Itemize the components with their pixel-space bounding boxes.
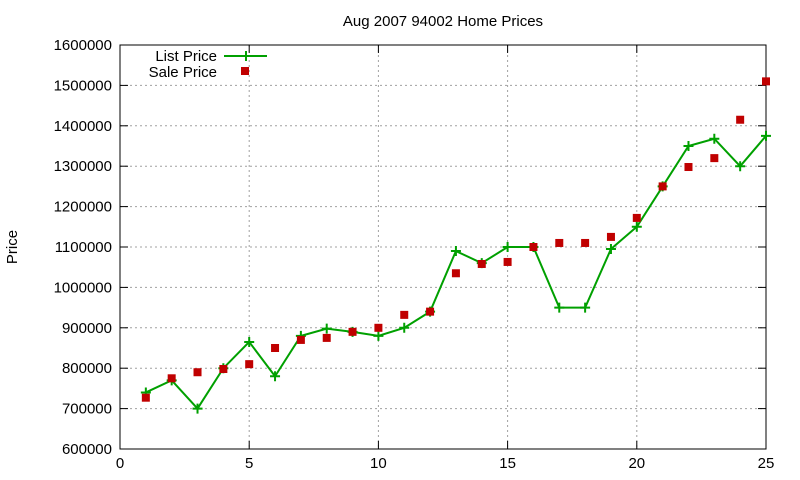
sale-price-point: [555, 238, 564, 247]
list-price-point: [735, 161, 746, 172]
list-price-point: [683, 141, 694, 151]
list-price-point: [580, 302, 591, 313]
x-tick-label: 10: [370, 455, 387, 472]
list-price-point: [450, 246, 461, 257]
x-tick-label: 15: [499, 455, 516, 472]
list-price-point: [244, 336, 255, 347]
sale-price-point: [606, 232, 615, 241]
y-tick-label: 800000: [62, 360, 112, 377]
y-tick-label: 1000000: [54, 279, 112, 296]
sale-price-point: [451, 269, 460, 278]
sale-price-point: [141, 393, 150, 402]
series-layer: [140, 77, 771, 414]
sale-price-point: [684, 163, 693, 172]
list-price-point: [502, 242, 513, 252]
sale-price-point: [529, 243, 538, 251]
y-axis-title: Price: [4, 230, 21, 264]
sale-price-point: [193, 368, 202, 377]
sale-price-point: [167, 374, 176, 383]
axis-ticks: 600000 700000 800000 900000 1000000 1100000 12…: [54, 37, 775, 472]
legend-label-sale-price: Sale Price: [149, 64, 217, 81]
sale-price-point: [322, 333, 331, 342]
y-tick-label: 600000: [62, 441, 112, 458]
sale-price-point: [271, 344, 280, 352]
y-tick-label: 700000: [62, 401, 112, 418]
list-price-point: [399, 322, 410, 333]
list-price-point: [605, 244, 616, 255]
y-tick-label: 1300000: [54, 158, 112, 175]
sale-price-point: [374, 323, 383, 332]
sale-price-point: [762, 77, 770, 86]
y-tick-label: 1600000: [54, 37, 112, 54]
sale-price-point: [296, 335, 305, 344]
sale-price-point: [581, 238, 590, 247]
sale-price-point: [658, 182, 667, 191]
sale-price-point: [710, 154, 719, 163]
y-tick-label: 1500000: [54, 77, 112, 94]
list-price-point: [192, 403, 203, 414]
x-tick-label: 20: [628, 455, 645, 472]
chart-title: Aug 2007 94002 Home Prices: [343, 13, 543, 30]
x-tick-label: 25: [758, 455, 775, 472]
sale-price-point: [348, 327, 357, 336]
y-tick-label: 1200000: [54, 199, 112, 216]
sale-price-point: [245, 360, 254, 369]
list-price-point: [761, 130, 771, 141]
y-tick-label: 1100000: [55, 239, 112, 256]
legend-label-list-price: List Price: [155, 48, 217, 65]
x-tick-label: 5: [245, 455, 253, 472]
list-price-point: [554, 302, 565, 313]
list-price-point: [631, 221, 642, 232]
legend-marker-sale-price: [241, 67, 249, 75]
sale-price-point: [219, 365, 228, 374]
sale-price-point: [503, 257, 512, 266]
sale-price-point: [736, 115, 745, 124]
x-tick-label: 0: [116, 455, 124, 472]
y-tick-label: 900000: [62, 320, 112, 337]
y-tick-label: 1400000: [54, 118, 112, 135]
list-price-point: [270, 371, 281, 382]
legend: List Price Sale Price: [149, 48, 267, 81]
sale-price-point: [477, 259, 486, 268]
grid-lines: [120, 45, 766, 449]
sale-price-point: [400, 310, 409, 319]
list-price-point: [709, 133, 720, 144]
sale-price-point: [632, 213, 641, 222]
list-price-point: [373, 330, 384, 341]
legend-marker-list-price: [241, 51, 251, 61]
list-price-point: [321, 323, 332, 334]
sale-price-point: [426, 307, 435, 316]
